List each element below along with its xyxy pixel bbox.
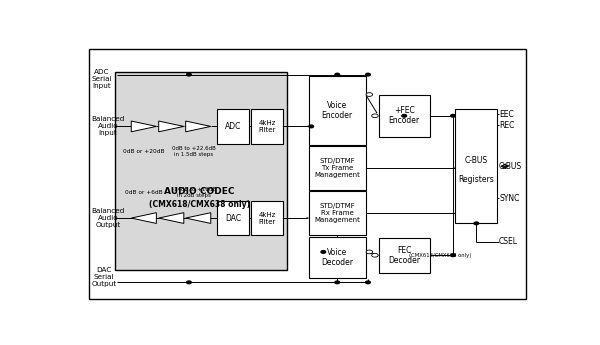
Text: Registers: Registers [458,175,494,184]
Circle shape [365,281,370,284]
Bar [309,76,365,145]
Circle shape [402,115,407,117]
Bar [115,72,287,270]
Bar [379,95,430,137]
Text: AUDIO CODEC: AUDIO CODEC [164,187,235,196]
Circle shape [371,114,378,118]
Text: (CMX618/CMX638 only): (CMX618/CMX638 only) [149,200,250,209]
Circle shape [187,73,191,76]
Text: Balanced
Audio
Input: Balanced Audio Input [91,116,125,136]
Text: -14dB to +16dB
in 2dB steps: -14dB to +16dB in 2dB steps [172,187,215,198]
Bar [251,109,283,144]
Bar [217,109,250,144]
Bar [379,238,430,273]
Bar [251,201,283,235]
Text: (CMX618/CMX638 only): (CMX618/CMX638 only) [409,253,471,258]
Text: ADC: ADC [225,122,241,131]
Bar [309,191,365,235]
Bar [309,237,365,278]
Polygon shape [158,213,184,224]
Text: C-BUS: C-BUS [465,156,488,166]
Circle shape [365,73,370,76]
Circle shape [474,222,479,225]
Text: 0dB or +20dB: 0dB or +20dB [123,149,164,154]
Text: 4kHz
Filter: 4kHz Filter [259,211,276,225]
Text: EEC: EEC [499,110,514,119]
Text: STD/DTMF
Rx Frame
Management: STD/DTMF Rx Frame Management [314,204,360,224]
Polygon shape [158,121,184,132]
Text: FEC
Decoder: FEC Decoder [388,246,420,265]
Text: DAC
Serial
Output: DAC Serial Output [91,266,116,286]
Text: Balanced
Audio
Output: Balanced Audio Output [91,208,125,228]
Text: 0dB to +22.6dB
in 1.5dB steps: 0dB to +22.6dB in 1.5dB steps [172,146,215,157]
Polygon shape [185,121,211,132]
Circle shape [366,250,373,254]
Text: DAC: DAC [225,214,241,223]
Circle shape [321,250,326,253]
Text: REC: REC [499,121,514,130]
Bar [455,109,497,223]
Circle shape [451,254,455,257]
Circle shape [335,281,340,284]
Text: 0dB or +6dB: 0dB or +6dB [125,190,163,195]
Polygon shape [131,121,157,132]
Text: CSEL: CSEL [499,237,518,246]
Text: 4kHz
Filter: 4kHz Filter [259,120,276,133]
Circle shape [366,93,373,96]
Text: STD/DTMF
Tx Frame
Management: STD/DTMF Tx Frame Management [314,158,360,178]
Text: C-BUS: C-BUS [499,162,522,171]
Text: +FEC
Encoder: +FEC Encoder [389,106,420,126]
Circle shape [371,253,378,257]
Polygon shape [185,213,211,224]
Circle shape [309,125,314,128]
Circle shape [335,73,340,76]
Bar [309,146,365,190]
Bar [217,201,250,235]
Polygon shape [131,213,157,224]
Circle shape [187,281,191,284]
Text: Voice
Decoder: Voice Decoder [321,248,353,267]
Text: ADC
Serial
Input: ADC Serial Input [91,69,112,89]
Text: Voice
Encoder: Voice Encoder [322,101,353,120]
Text: SYNC: SYNC [499,194,520,203]
Circle shape [451,115,455,117]
